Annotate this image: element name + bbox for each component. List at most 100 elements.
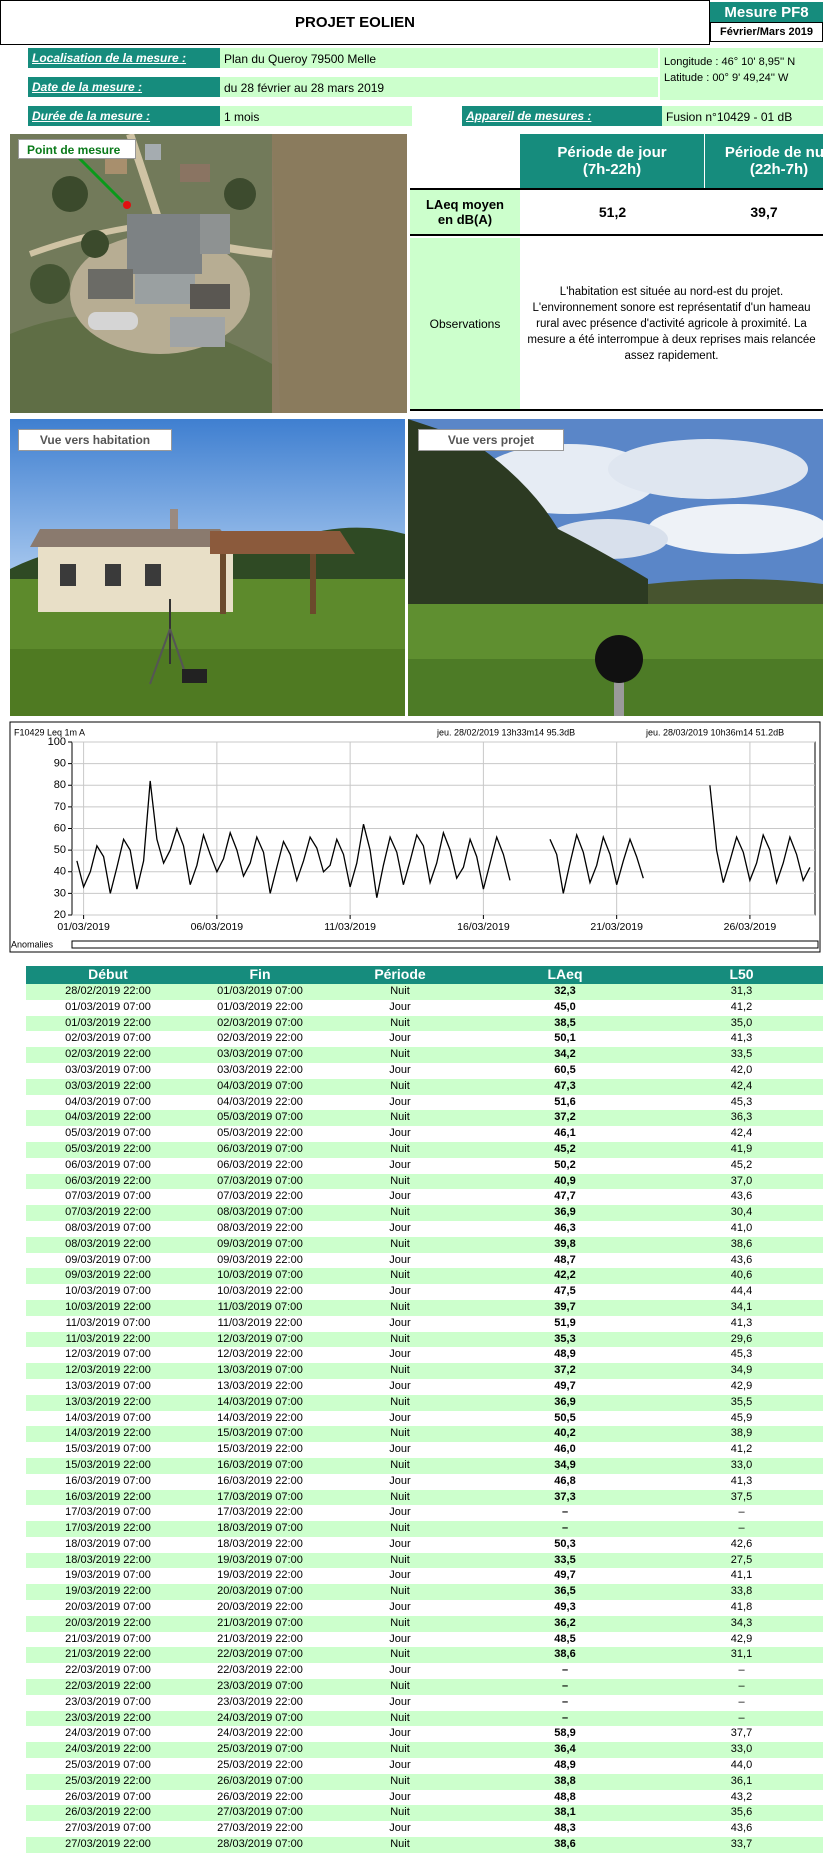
table-cell: 14/03/2019 07:00 (65, 1411, 151, 1424)
chart-frame (9, 721, 821, 953)
table-cell: Jour (389, 1348, 411, 1361)
table-cell: 32,3 (554, 985, 576, 997)
table-cell: – (738, 1664, 745, 1677)
table-cell: 07/03/2019 07:00 (65, 1190, 151, 1203)
chart-start: jeu. 28/02/2019 13h33m14 95.3dB (436, 727, 575, 737)
y-tick-label: 70 (54, 801, 66, 813)
table-cell: 09/03/2019 07:00 (217, 1237, 303, 1250)
table-cell: 36,3 (730, 1111, 753, 1124)
table-row: 11/03/2019 22:00 12/03/2019 07:00 Nuit 35,3… (26, 1331, 823, 1348)
table-row: 27/03/2019 22:00 28/03/2019 07:00 Nuit 38,6… (26, 1837, 823, 1853)
laeq-label: LAeq moyen en dB(A) (410, 188, 520, 236)
y-tick-label: 50 (54, 844, 66, 856)
table-cell: 11/03/2019 22:00 (65, 1332, 151, 1345)
table-row: 10/03/2019 07:00 10/03/2019 22:00 Jour 47,5… (26, 1284, 823, 1300)
table-cell: 04/03/2019 22:00 (65, 1111, 151, 1124)
table-cell: 15/03/2019 07:00 (217, 1427, 303, 1440)
table-cell: 01/03/2019 07:00 (217, 985, 303, 997)
device: Fusion n°10429 - 01 dB (662, 106, 823, 126)
title: PROJET EOLIEN (0, 0, 710, 45)
project-label: Vue vers projet (418, 429, 564, 451)
table-cell: 01/03/2019 07:00 (65, 1000, 151, 1013)
table-cell: 04/03/2019 07:00 (217, 1079, 303, 1092)
table-cell: 45,2 (730, 1158, 753, 1171)
table-cell: – (561, 1506, 569, 1519)
table-cell: Jour (389, 1664, 411, 1677)
table-cell: 22/03/2019 22:00 (65, 1680, 151, 1693)
table-cell: Jour (389, 1822, 411, 1835)
table-cell: 39,7 (554, 1300, 576, 1313)
table-cell: Nuit (390, 1206, 410, 1219)
table-cell: – (738, 1680, 745, 1693)
date-label: Date de la mesure : (28, 77, 220, 97)
table-row: 25/03/2019 22:00 26/03/2019 07:00 Nuit 38,8… (26, 1773, 823, 1790)
table-row: 14/03/2019 07:00 14/03/2019 22:00 Jour 50,5… (26, 1410, 823, 1427)
observations-label: Observations (410, 238, 520, 411)
table-row: 28/02/2019 22:00 01/03/2019 07:00 Nuit 32,3… (26, 984, 823, 1000)
table-row: 18/03/2019 07:00 18/03/2019 22:00 Jour 50,3… (26, 1536, 823, 1553)
table-cell: 37,7 (730, 1727, 753, 1740)
table-cell: 07/03/2019 22:00 (65, 1206, 151, 1219)
table-cell: 33,5 (730, 1048, 753, 1061)
table-cell: Jour (389, 1221, 411, 1234)
table-cell: 43,6 (730, 1190, 753, 1203)
table-cell: Nuit (390, 1111, 410, 1124)
table-cell: 43,6 (730, 1253, 753, 1266)
table-row: 06/03/2019 22:00 07/03/2019 07:00 Nuit 40,9… (26, 1173, 823, 1190)
badge: Mesure PF8 (710, 2, 823, 22)
table-cell: 38,9 (730, 1427, 753, 1440)
night-header: Période de nuit (22h-7h) (705, 134, 823, 188)
day-header: Période de jour (7h-22h) (520, 134, 705, 188)
table-cell: Jour (389, 1158, 411, 1171)
table-cell: 36,2 (554, 1616, 576, 1629)
table-row: 26/03/2019 22:00 27/03/2019 07:00 Nuit 38,1… (26, 1805, 823, 1822)
table-cell: Jour (389, 1127, 411, 1140)
table-cell: Nuit (390, 1806, 410, 1819)
table-cell: Jour (389, 1411, 411, 1424)
table-cell: – (561, 1664, 569, 1677)
table-cell: Nuit (390, 1269, 410, 1282)
table-cell: 12/03/2019 07:00 (65, 1348, 151, 1361)
table-row: 20/03/2019 22:00 21/03/2019 07:00 Nuit 36,2… (26, 1615, 823, 1632)
table-body: 28/02/2019 22:00 01/03/2019 07:00 Nuit 32,3… (26, 984, 823, 1853)
table-row: 17/03/2019 07:00 17/03/2019 22:00 Jour – – (26, 1505, 823, 1522)
table-cell: Nuit (390, 1174, 410, 1187)
table-cell: Nuit (390, 1490, 410, 1503)
table-cell: 18/03/2019 07:00 (65, 1537, 151, 1550)
table-row: 04/03/2019 22:00 05/03/2019 07:00 Nuit 37,2… (26, 1110, 823, 1127)
table-cell: 41,3 (730, 1032, 753, 1045)
table-cell: 37,2 (554, 1111, 576, 1124)
table-cell: Nuit (390, 1364, 410, 1377)
table-cell: 42,4 (730, 1127, 753, 1140)
table-cell: 16/03/2019 07:00 (65, 1474, 151, 1487)
table-cell: – (561, 1695, 569, 1708)
y-tick-label: 80 (54, 779, 66, 791)
chart: F10429 Leq 1m A jeu. 28/02/2019 13h33m14… (9, 721, 821, 953)
laeq-day: 51,2 (520, 188, 705, 236)
table-cell: 34,9 (730, 1364, 753, 1377)
table-cell: 58,9 (554, 1727, 576, 1740)
table-cell: Nuit (390, 1743, 410, 1756)
table-row: 17/03/2019 22:00 18/03/2019 07:00 Nuit – – (26, 1521, 823, 1537)
table-cell: Nuit (390, 1016, 410, 1029)
table-cell: 48,3 (554, 1822, 576, 1835)
table-row: 23/03/2019 07:00 23/03/2019 22:00 Jour – – (26, 1694, 823, 1711)
table-cell: – (561, 1522, 569, 1535)
table-cell: 37,2 (554, 1364, 576, 1377)
table-cell: 41,9 (730, 1142, 753, 1155)
measurement-table: Début Fin Période LAeq L50 28/02/2019 22:00 0… (26, 966, 823, 1853)
table-row: 11/03/2019 07:00 11/03/2019 22:00 Jour 51,9… (26, 1315, 823, 1332)
house-label: Vue vers habitation (18, 429, 172, 451)
table-cell: 30,4 (730, 1206, 753, 1219)
table-cell: 15/03/2019 07:00 (65, 1443, 151, 1456)
table-cell: 50,1 (554, 1032, 576, 1045)
table-cell: 09/03/2019 22:00 (65, 1269, 151, 1282)
table-row: 01/03/2019 07:00 01/03/2019 22:00 Jour 45,0… (26, 999, 823, 1016)
coordinates-box (660, 48, 823, 100)
table-cell: Jour (389, 1727, 411, 1740)
table-cell: 15/03/2019 22:00 (65, 1458, 151, 1471)
table-cell: 49,3 (554, 1601, 576, 1614)
table-cell: Jour (389, 1474, 411, 1487)
table-cell: 12/03/2019 22:00 (65, 1364, 151, 1377)
table-cell: 16/03/2019 22:00 (65, 1490, 151, 1503)
